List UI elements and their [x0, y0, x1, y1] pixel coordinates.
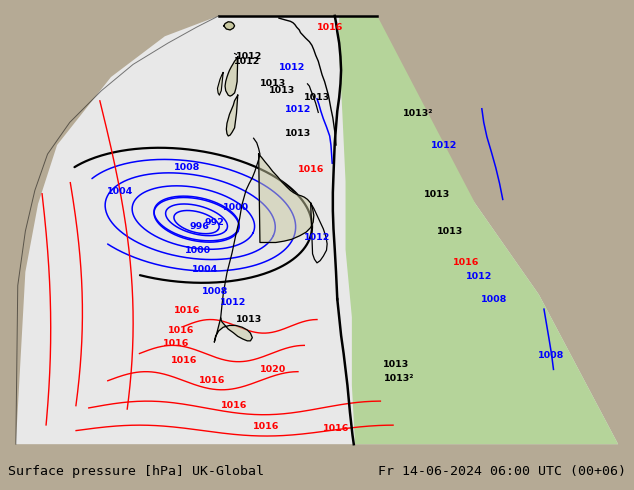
Text: 1016: 1016: [316, 23, 343, 32]
Text: 1016: 1016: [297, 166, 324, 174]
Polygon shape: [225, 57, 238, 96]
Text: 1000: 1000: [223, 203, 250, 212]
Text: Fr 14-06-2024 06:00 UTC (00+06): Fr 14-06-2024 06:00 UTC (00+06): [378, 465, 626, 478]
Text: 1016: 1016: [221, 401, 248, 410]
Text: 1008: 1008: [202, 287, 229, 296]
Text: 1013: 1013: [269, 86, 295, 95]
Polygon shape: [224, 22, 235, 30]
Text: Surface pressure [hPa] UK-Global: Surface pressure [hPa] UK-Global: [8, 465, 264, 478]
Text: 1016: 1016: [253, 422, 280, 432]
Text: 1013: 1013: [304, 93, 330, 102]
Text: 1012: 1012: [234, 57, 261, 66]
Text: 1012: 1012: [465, 272, 492, 281]
Text: 1008: 1008: [538, 351, 565, 360]
Text: 1013: 1013: [259, 79, 286, 88]
Text: 1016: 1016: [163, 339, 190, 348]
Text: 1013: 1013: [383, 360, 410, 369]
Text: 992: 992: [204, 218, 224, 226]
Text: 1004: 1004: [191, 265, 218, 274]
Text: 1016: 1016: [174, 306, 200, 315]
Text: 1016: 1016: [453, 258, 479, 268]
Polygon shape: [259, 154, 314, 243]
Text: 1013²: 1013²: [384, 374, 415, 383]
Text: 1012: 1012: [236, 52, 262, 61]
Text: 1013: 1013: [285, 129, 311, 138]
Text: 1013: 1013: [437, 227, 463, 236]
Polygon shape: [226, 95, 238, 136]
Text: 1012: 1012: [304, 233, 330, 243]
Text: 1016: 1016: [323, 424, 349, 433]
Text: 1012: 1012: [219, 298, 246, 307]
Text: 1012: 1012: [278, 64, 305, 73]
Polygon shape: [16, 16, 618, 444]
Text: 1008: 1008: [481, 294, 508, 304]
Text: 1013: 1013: [236, 315, 262, 324]
Text: 1000: 1000: [185, 245, 212, 255]
Text: 1012: 1012: [430, 141, 457, 149]
Text: 1008: 1008: [174, 163, 200, 172]
Polygon shape: [339, 16, 618, 444]
Polygon shape: [217, 73, 223, 95]
Text: 1013: 1013: [424, 191, 451, 199]
Text: 1020: 1020: [259, 365, 286, 374]
Text: 1016: 1016: [171, 356, 197, 365]
Text: 1013²: 1013²: [403, 109, 434, 118]
Polygon shape: [214, 318, 252, 342]
Text: 1004: 1004: [107, 187, 134, 196]
Text: 1016: 1016: [167, 326, 194, 335]
Text: 996: 996: [190, 222, 210, 231]
Text: 1016: 1016: [199, 376, 226, 385]
Text: 1012: 1012: [285, 105, 311, 114]
